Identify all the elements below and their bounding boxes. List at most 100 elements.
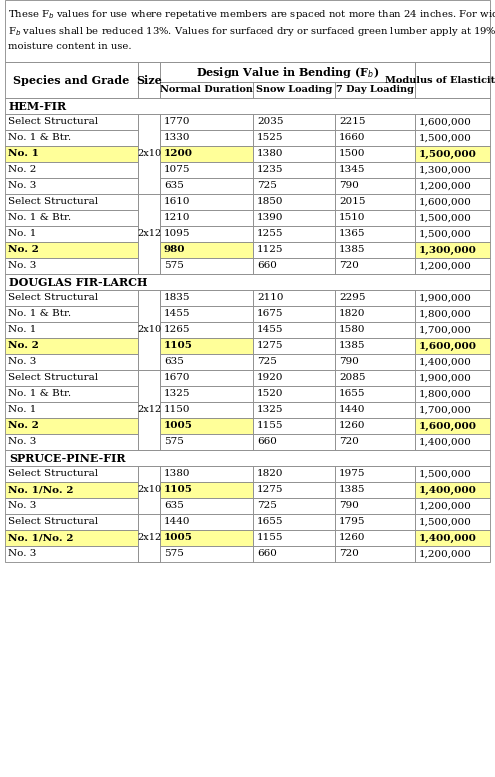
Text: 1,500,000: 1,500,000 [419, 134, 472, 142]
Text: 1820: 1820 [257, 469, 284, 479]
Text: No. 3: No. 3 [8, 437, 36, 447]
Bar [335, 434, 415, 450]
Bar [415, 258, 490, 274]
Bar [335, 370, 415, 386]
Bar [415, 226, 490, 242]
Bar [335, 482, 415, 498]
Text: 1,500,000: 1,500,000 [419, 149, 477, 159]
Text: 790: 790 [339, 182, 359, 190]
Text: 660: 660 [257, 437, 277, 447]
Text: 1155: 1155 [257, 421, 284, 430]
Text: 1,800,000: 1,800,000 [419, 389, 472, 399]
Bar [253, 498, 335, 514]
Bar [335, 386, 415, 402]
Bar [253, 306, 335, 322]
Text: Design Value in Bending (F$_b$): Design Value in Bending (F$_b$) [196, 64, 379, 79]
Text: 2x10: 2x10 [137, 326, 161, 335]
Bar [160, 146, 253, 162]
Text: 1,500,000: 1,500,000 [419, 517, 472, 527]
Bar [160, 546, 253, 562]
Text: Modulus of Elasticity (E): Modulus of Elasticity (E) [385, 75, 495, 85]
Bar [5, 450, 490, 466]
Text: No. 1 & Btr.: No. 1 & Btr. [8, 214, 71, 222]
Bar [415, 62, 490, 98]
Bar [335, 114, 415, 130]
Text: Normal Duration: Normal Duration [160, 85, 253, 95]
Bar [138, 290, 160, 306]
Bar [5, 306, 138, 322]
Text: 1,600,000: 1,600,000 [419, 342, 477, 350]
Text: 1210: 1210 [164, 214, 191, 222]
Bar [335, 418, 415, 434]
Text: No. 2: No. 2 [8, 342, 39, 350]
Bar [415, 514, 490, 530]
Bar [138, 226, 160, 242]
Bar [415, 418, 490, 434]
Text: 1345: 1345 [339, 166, 365, 175]
Bar [253, 434, 335, 450]
Text: 1,900,000: 1,900,000 [419, 374, 472, 382]
Text: 1150: 1150 [164, 406, 191, 414]
Text: 1155: 1155 [257, 534, 284, 542]
Bar [415, 306, 490, 322]
Text: 1,400,000: 1,400,000 [419, 486, 477, 494]
Text: 1,500,000: 1,500,000 [419, 469, 472, 479]
Bar [138, 354, 160, 370]
Bar [335, 242, 415, 258]
Bar [415, 114, 490, 130]
Bar [415, 434, 490, 450]
Bar [5, 62, 138, 98]
Bar [415, 290, 490, 306]
Bar [335, 306, 415, 322]
Text: 1655: 1655 [257, 517, 284, 527]
Text: F$_b$ values shall be reduced 13%. Values for surfaced dry or surfaced green lum: F$_b$ values shall be reduced 13%. Value… [8, 25, 495, 38]
Text: 1275: 1275 [257, 486, 284, 494]
Bar [253, 466, 335, 482]
Text: 1380: 1380 [257, 149, 284, 159]
Bar [335, 258, 415, 274]
Text: 660: 660 [257, 549, 277, 559]
Text: These F$_b$ values for use where repetative members are spaced not more than 24 : These F$_b$ values for use where repetat… [8, 8, 495, 21]
Text: 1770: 1770 [164, 117, 191, 127]
Bar [253, 146, 335, 162]
Text: 720: 720 [339, 437, 359, 447]
Bar [160, 338, 253, 354]
Bar [160, 226, 253, 242]
Text: Select Structural: Select Structural [8, 294, 98, 302]
Bar [160, 210, 253, 226]
Bar [5, 146, 138, 162]
Bar [253, 258, 335, 274]
Text: No. 1/No. 2: No. 1/No. 2 [8, 534, 73, 542]
Bar [253, 178, 335, 194]
Text: 1265: 1265 [164, 326, 191, 335]
Text: 1385: 1385 [339, 486, 365, 494]
Bar [5, 162, 138, 178]
Bar [138, 466, 160, 482]
Text: 1610: 1610 [164, 197, 191, 207]
Text: 1,400,000: 1,400,000 [419, 437, 472, 447]
Text: Select Structural: Select Structural [8, 517, 98, 527]
Bar [5, 482, 138, 498]
Bar [415, 338, 490, 354]
Text: 2x12: 2x12 [137, 229, 161, 239]
Bar [335, 530, 415, 546]
Text: 1835: 1835 [164, 294, 191, 302]
Bar [5, 386, 138, 402]
Text: 1095: 1095 [164, 229, 191, 239]
Text: 1,700,000: 1,700,000 [419, 406, 472, 414]
Text: 1075: 1075 [164, 166, 191, 175]
Bar [160, 322, 253, 338]
Bar [253, 370, 335, 386]
Text: 2215: 2215 [339, 117, 365, 127]
Bar [160, 162, 253, 178]
Bar [335, 146, 415, 162]
Text: 660: 660 [257, 262, 277, 270]
Text: Select Structural: Select Structural [8, 469, 98, 479]
Text: 1275: 1275 [257, 342, 284, 350]
Text: No. 1/No. 2: No. 1/No. 2 [8, 486, 73, 494]
Text: 1440: 1440 [164, 517, 191, 527]
Text: 1,500,000: 1,500,000 [419, 229, 472, 239]
Bar [415, 354, 490, 370]
Text: 1325: 1325 [257, 406, 284, 414]
Bar [5, 546, 138, 562]
